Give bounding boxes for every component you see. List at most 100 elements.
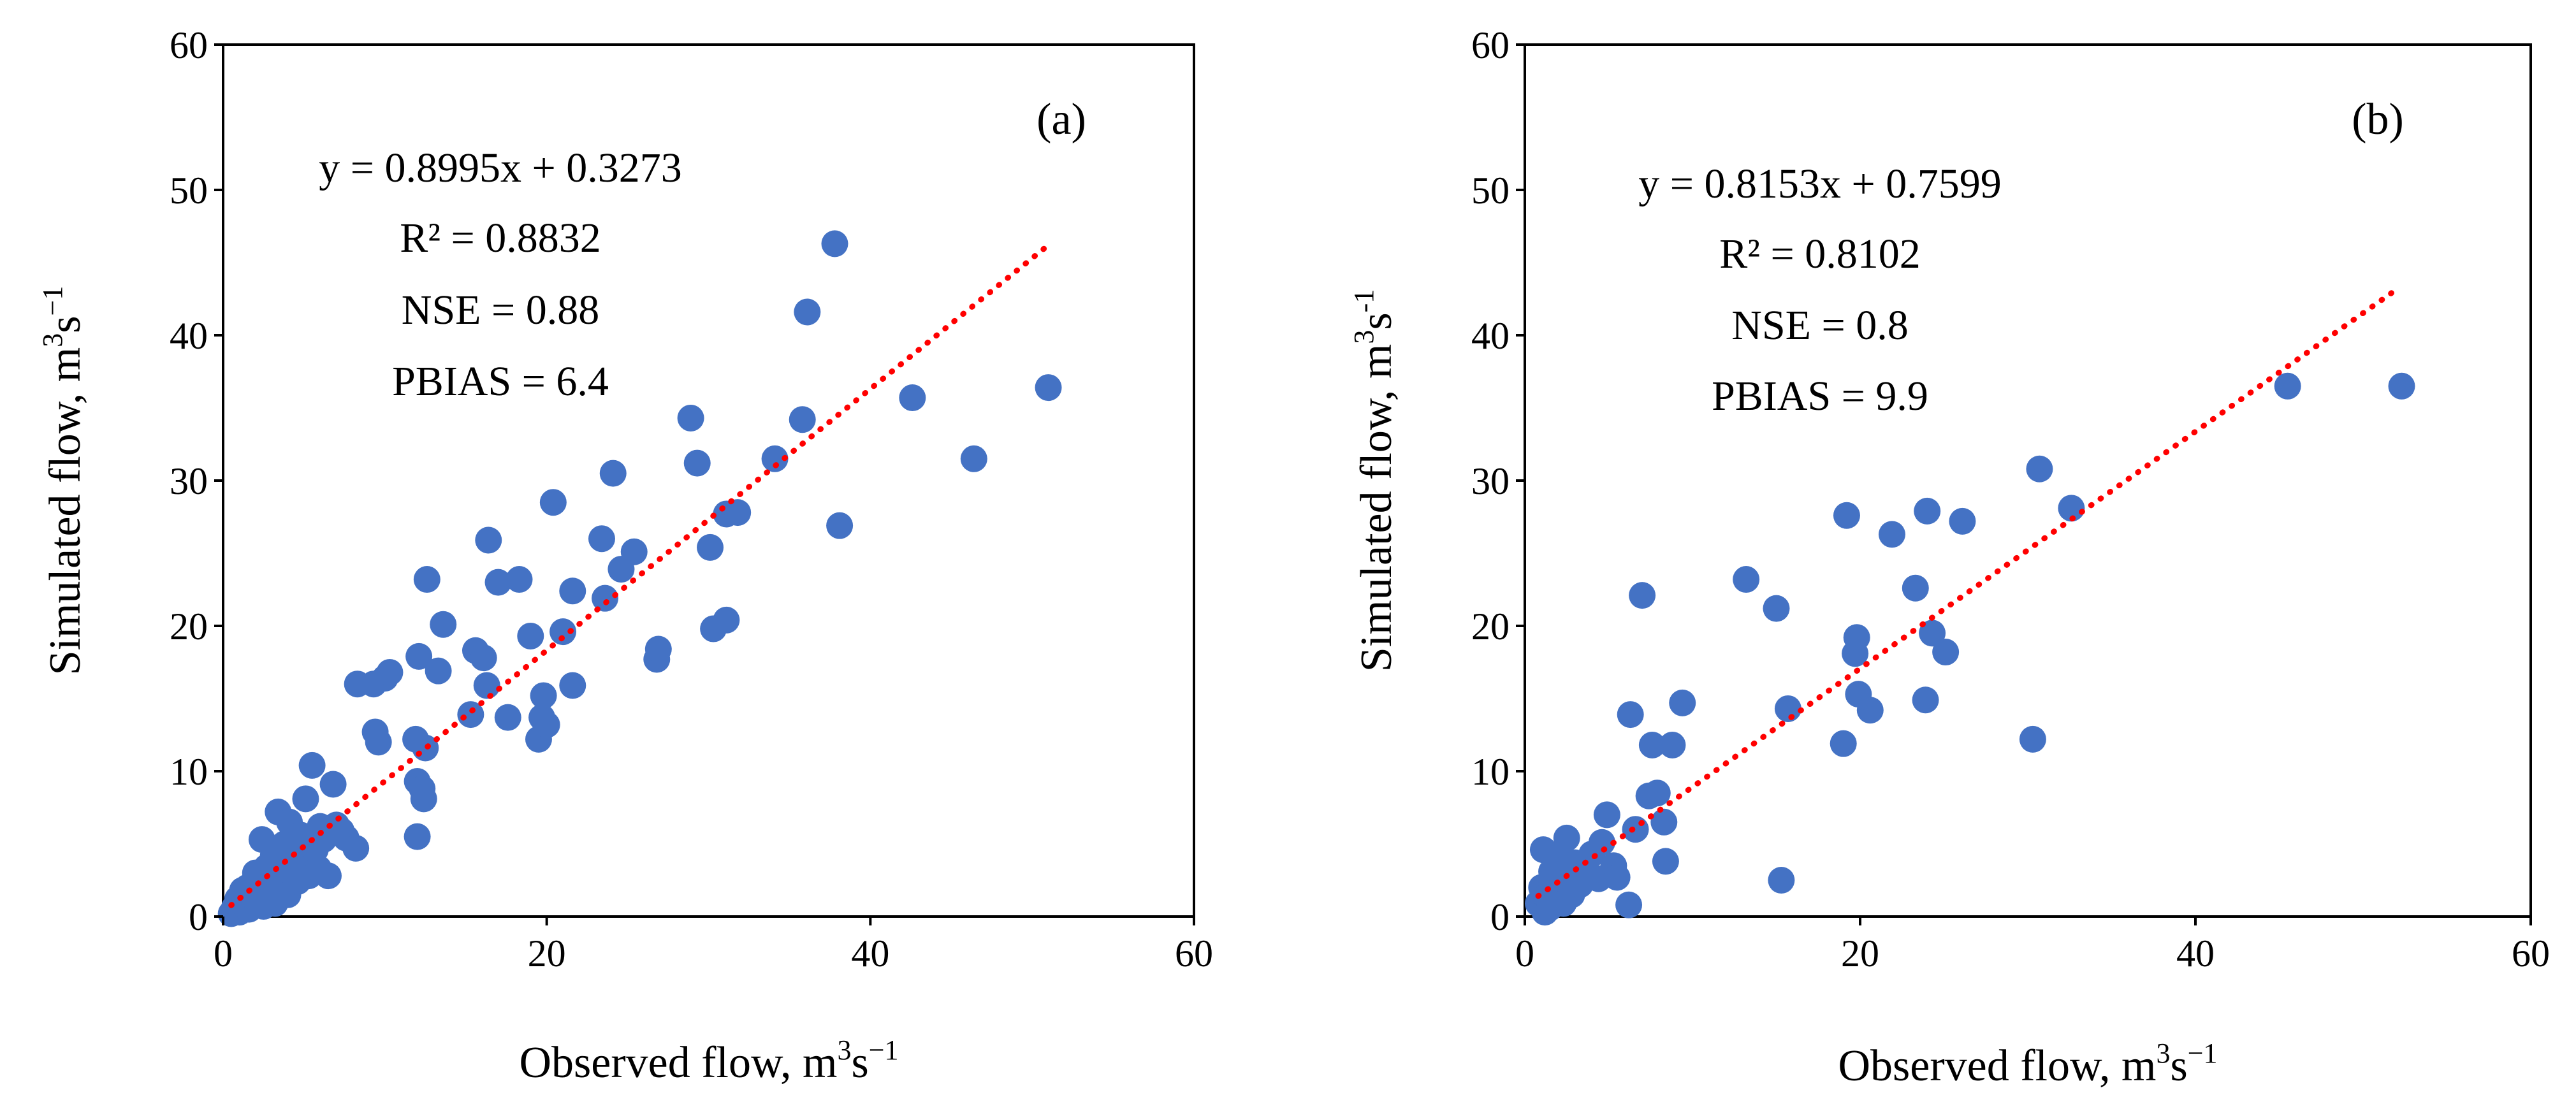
y-tick-label-a-1: 10 <box>170 751 208 793</box>
y-tick-label-b-5: 50 <box>1471 170 1510 212</box>
data-point-a-96 <box>960 445 987 472</box>
data-point-b-31 <box>1650 808 1678 836</box>
data-point-a-66 <box>506 566 533 593</box>
x-axis-label-a-main: Observed flow, m <box>519 1038 837 1087</box>
data-point-a-42 <box>342 834 370 862</box>
x-tick-label-a-2: 40 <box>851 932 889 975</box>
data-point-a-93 <box>821 230 848 257</box>
data-point-b-12 <box>1553 824 1580 852</box>
trendline-b <box>1535 286 2400 899</box>
data-point-b-30 <box>1643 779 1671 807</box>
data-point-b-45 <box>1878 521 1905 548</box>
panel-a: 0 20 40 60 0 10 20 30 40 50 60 (a) y = 0.8995x + … <box>37 24 1213 1087</box>
y-tick-label-a-2: 20 <box>170 605 208 648</box>
data-point-a-63 <box>475 526 502 554</box>
r-squared-text-a: R² = 0.8832 <box>400 215 601 261</box>
y-tick-label-a-4: 40 <box>170 315 208 357</box>
data-point-a-94 <box>826 512 854 539</box>
x-ticks-a: 0 20 40 60 <box>214 917 1213 975</box>
data-point-b-50 <box>1932 639 1960 666</box>
x-axis-label-b-sup: 3 <box>2156 1038 2170 1069</box>
data-point-b-56 <box>2388 372 2415 400</box>
data-point-b-32 <box>1652 848 1679 875</box>
x-tick-label-a-1: 20 <box>528 932 566 975</box>
data-point-b-34 <box>1669 689 1696 716</box>
data-point-a-89 <box>724 499 752 526</box>
data-point-b-40 <box>1833 502 1860 529</box>
x-axis-label-a: Observed flow, m3s−1 <box>519 1034 898 1087</box>
x-tick-label-b-1: 20 <box>1841 932 1879 975</box>
data-point-a-74 <box>559 577 586 605</box>
data-point-a-82 <box>644 635 672 663</box>
nse-text-b: NSE = 0.8 <box>1731 302 1908 349</box>
data-point-b-46 <box>1902 574 1929 602</box>
data-point-b-27 <box>1629 582 1656 609</box>
data-point-a-78 <box>599 460 627 487</box>
data-point-a-52 <box>405 642 433 670</box>
data-point-b-37 <box>1768 867 1795 894</box>
data-point-b-49 <box>1919 620 1946 647</box>
data-point-b-21 <box>1593 801 1620 829</box>
y-axis-label-a-main: Simulated flow, m <box>41 347 90 676</box>
data-point-b-25 <box>1617 701 1644 729</box>
data-point-a-84 <box>683 449 711 477</box>
data-point-b-42 <box>1843 624 1870 651</box>
data-point-a-51 <box>404 823 431 850</box>
pbias-text-a: PBIAS = 6.4 <box>392 358 609 405</box>
x-tick-label-b-3: 60 <box>2512 932 2550 975</box>
y-tick-label-b-4: 40 <box>1471 315 1510 357</box>
x-axis-label-b-tail-sup: −1 <box>2188 1038 2218 1069</box>
data-point-a-30 <box>292 785 319 813</box>
data-point-b-44 <box>1856 697 1884 724</box>
data-point-b-52 <box>2019 725 2046 753</box>
regression-annotations-b: y = 0.8153x + 0.7599 R² = 0.8102 NSE = 0… <box>1638 161 2001 419</box>
nse-text-a: NSE = 0.88 <box>402 287 599 333</box>
data-point-a-87 <box>713 606 740 634</box>
data-point-a-37 <box>314 862 342 890</box>
x-tick-label-b-0: 0 <box>1515 932 1534 975</box>
data-point-b-53 <box>2026 455 2053 482</box>
plot-area-b <box>1524 43 2532 918</box>
y-axis-label-a: Simulated flow, m3s−1 <box>37 286 90 676</box>
data-point-b-35 <box>1733 566 1760 593</box>
panel-label-b: (b) <box>2352 95 2404 144</box>
data-point-a-73 <box>549 618 577 646</box>
y-axis-label-b-sup: 3 <box>1348 330 1379 344</box>
y-ticks-b: 0 10 20 30 40 50 60 <box>1471 24 1525 938</box>
data-point-b-51 <box>1949 507 1976 535</box>
data-point-b-24 <box>1615 891 1643 918</box>
y-tick-label-b-2: 20 <box>1471 605 1510 648</box>
y-tick-label-a-5: 50 <box>170 170 208 212</box>
data-point-b-38 <box>1774 695 1801 722</box>
data-point-a-58 <box>430 611 457 638</box>
x-axis-label-a-tail: s <box>851 1038 868 1087</box>
data-point-a-48 <box>376 658 404 686</box>
y-axis-label-b-tail: s <box>1352 312 1401 330</box>
data-point-a-90 <box>761 445 789 472</box>
data-point-a-67 <box>517 622 544 649</box>
plot-area-a <box>222 43 1195 918</box>
trendline-a <box>228 242 1052 908</box>
data-point-a-56 <box>413 566 440 593</box>
data-point-a-38 <box>319 771 347 798</box>
y-axis-label-b-main: Simulated flow, m <box>1352 344 1401 672</box>
x-tick-label-b-2: 40 <box>2176 932 2215 975</box>
data-point-a-85 <box>697 533 724 561</box>
data-point-b-47 <box>1912 686 1939 714</box>
x-ticks-b: 0 20 40 60 <box>1515 917 2550 975</box>
r-squared-text-b: R² = 0.8102 <box>1719 231 1921 277</box>
x-tick-label-a-0: 0 <box>214 932 233 975</box>
x-axis-label-b-main: Observed flow, m <box>1838 1041 2156 1091</box>
data-point-b-23 <box>1603 864 1631 891</box>
data-point-a-83 <box>677 404 704 431</box>
data-point-a-80 <box>620 538 648 565</box>
data-point-b-54 <box>2058 495 2085 522</box>
y-tick-label-b-0: 0 <box>1490 896 1510 938</box>
data-point-a-54 <box>410 785 437 813</box>
y-axis-label-a-tail: s <box>41 316 90 333</box>
data-point-a-46 <box>365 729 392 756</box>
y-tick-label-a-6: 60 <box>170 24 208 66</box>
data-point-a-71 <box>533 711 560 739</box>
data-point-a-91 <box>789 406 816 433</box>
